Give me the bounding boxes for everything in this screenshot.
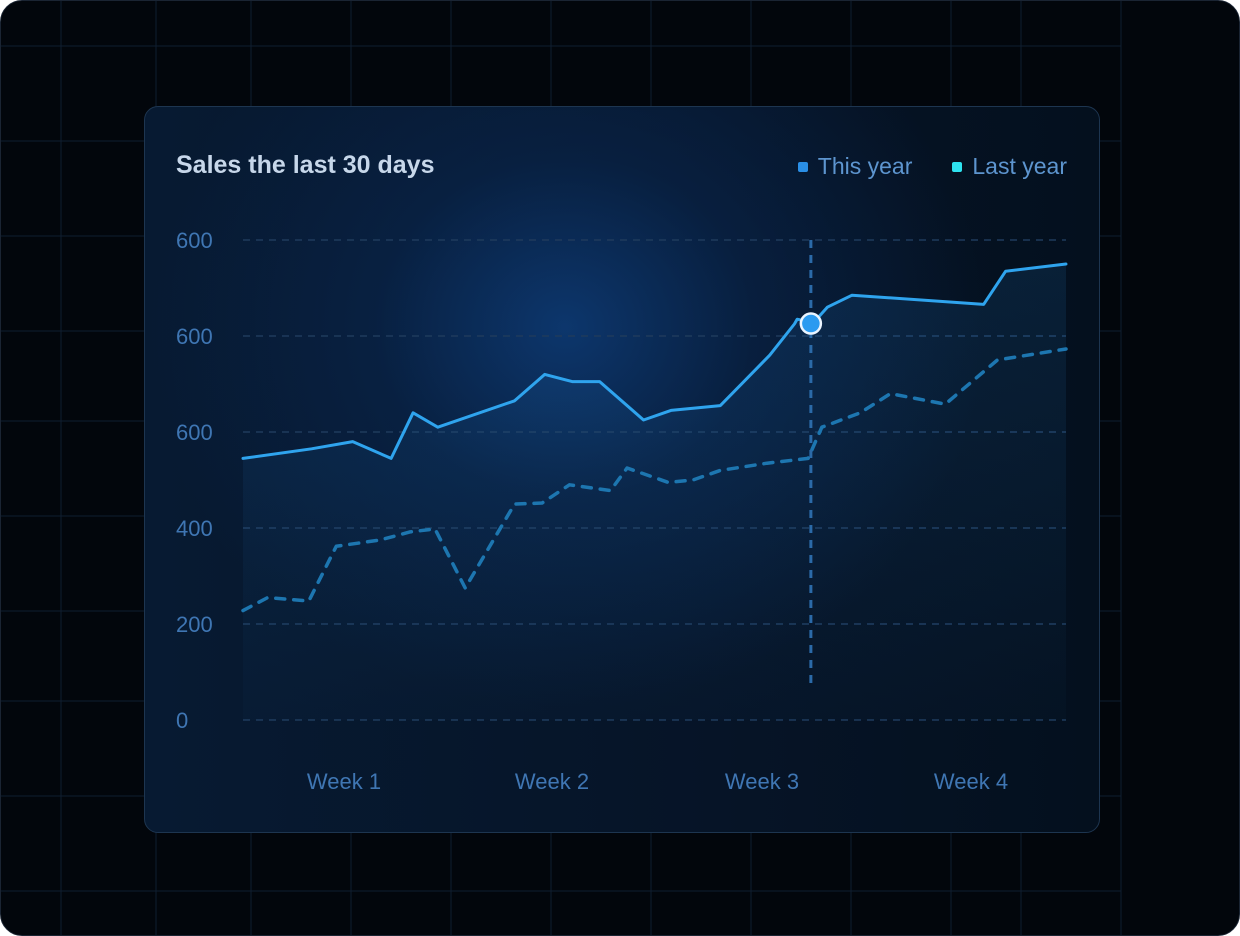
- y-tick-label: 400: [176, 516, 213, 541]
- legend-swatch-this-year: [797, 161, 808, 172]
- legend-item-this-year[interactable]: This year: [797, 153, 913, 180]
- area-this-year: [243, 264, 1066, 720]
- series-line-this-year[interactable]: [241, 262, 1068, 460]
- x-tick-label: Week 1: [307, 769, 381, 794]
- legend-item-last-year[interactable]: Last year: [952, 153, 1067, 180]
- x-tick-label: Week 3: [725, 769, 799, 794]
- series-line-last-year[interactable]: [241, 347, 1068, 613]
- legend-label-this-year: This year: [817, 153, 913, 179]
- x-tick-label: Week 4: [934, 769, 1008, 794]
- line-chart: 600 600 600 400 200 0 Week 1 Week 2 Week 3 Week 4: [176, 228, 1068, 794]
- y-tick-label: 200: [176, 612, 213, 637]
- y-tick-label: 600: [176, 324, 213, 349]
- x-tick-label: Week 2: [515, 769, 589, 794]
- legend-swatch-last-year: [952, 161, 963, 172]
- hover-point-marker[interactable]: [799, 312, 823, 335]
- y-tick-label: 600: [176, 228, 213, 253]
- legend-label-last-year: Last year: [972, 153, 1067, 179]
- chart-title: Sales the last 30 days: [176, 151, 435, 179]
- y-tick-label: 600: [176, 420, 213, 445]
- legend: This year Last year: [797, 153, 1067, 180]
- y-tick-label: 0: [176, 708, 188, 733]
- chart-card: Sales the last 30 days This year Last ye…: [144, 106, 1100, 833]
